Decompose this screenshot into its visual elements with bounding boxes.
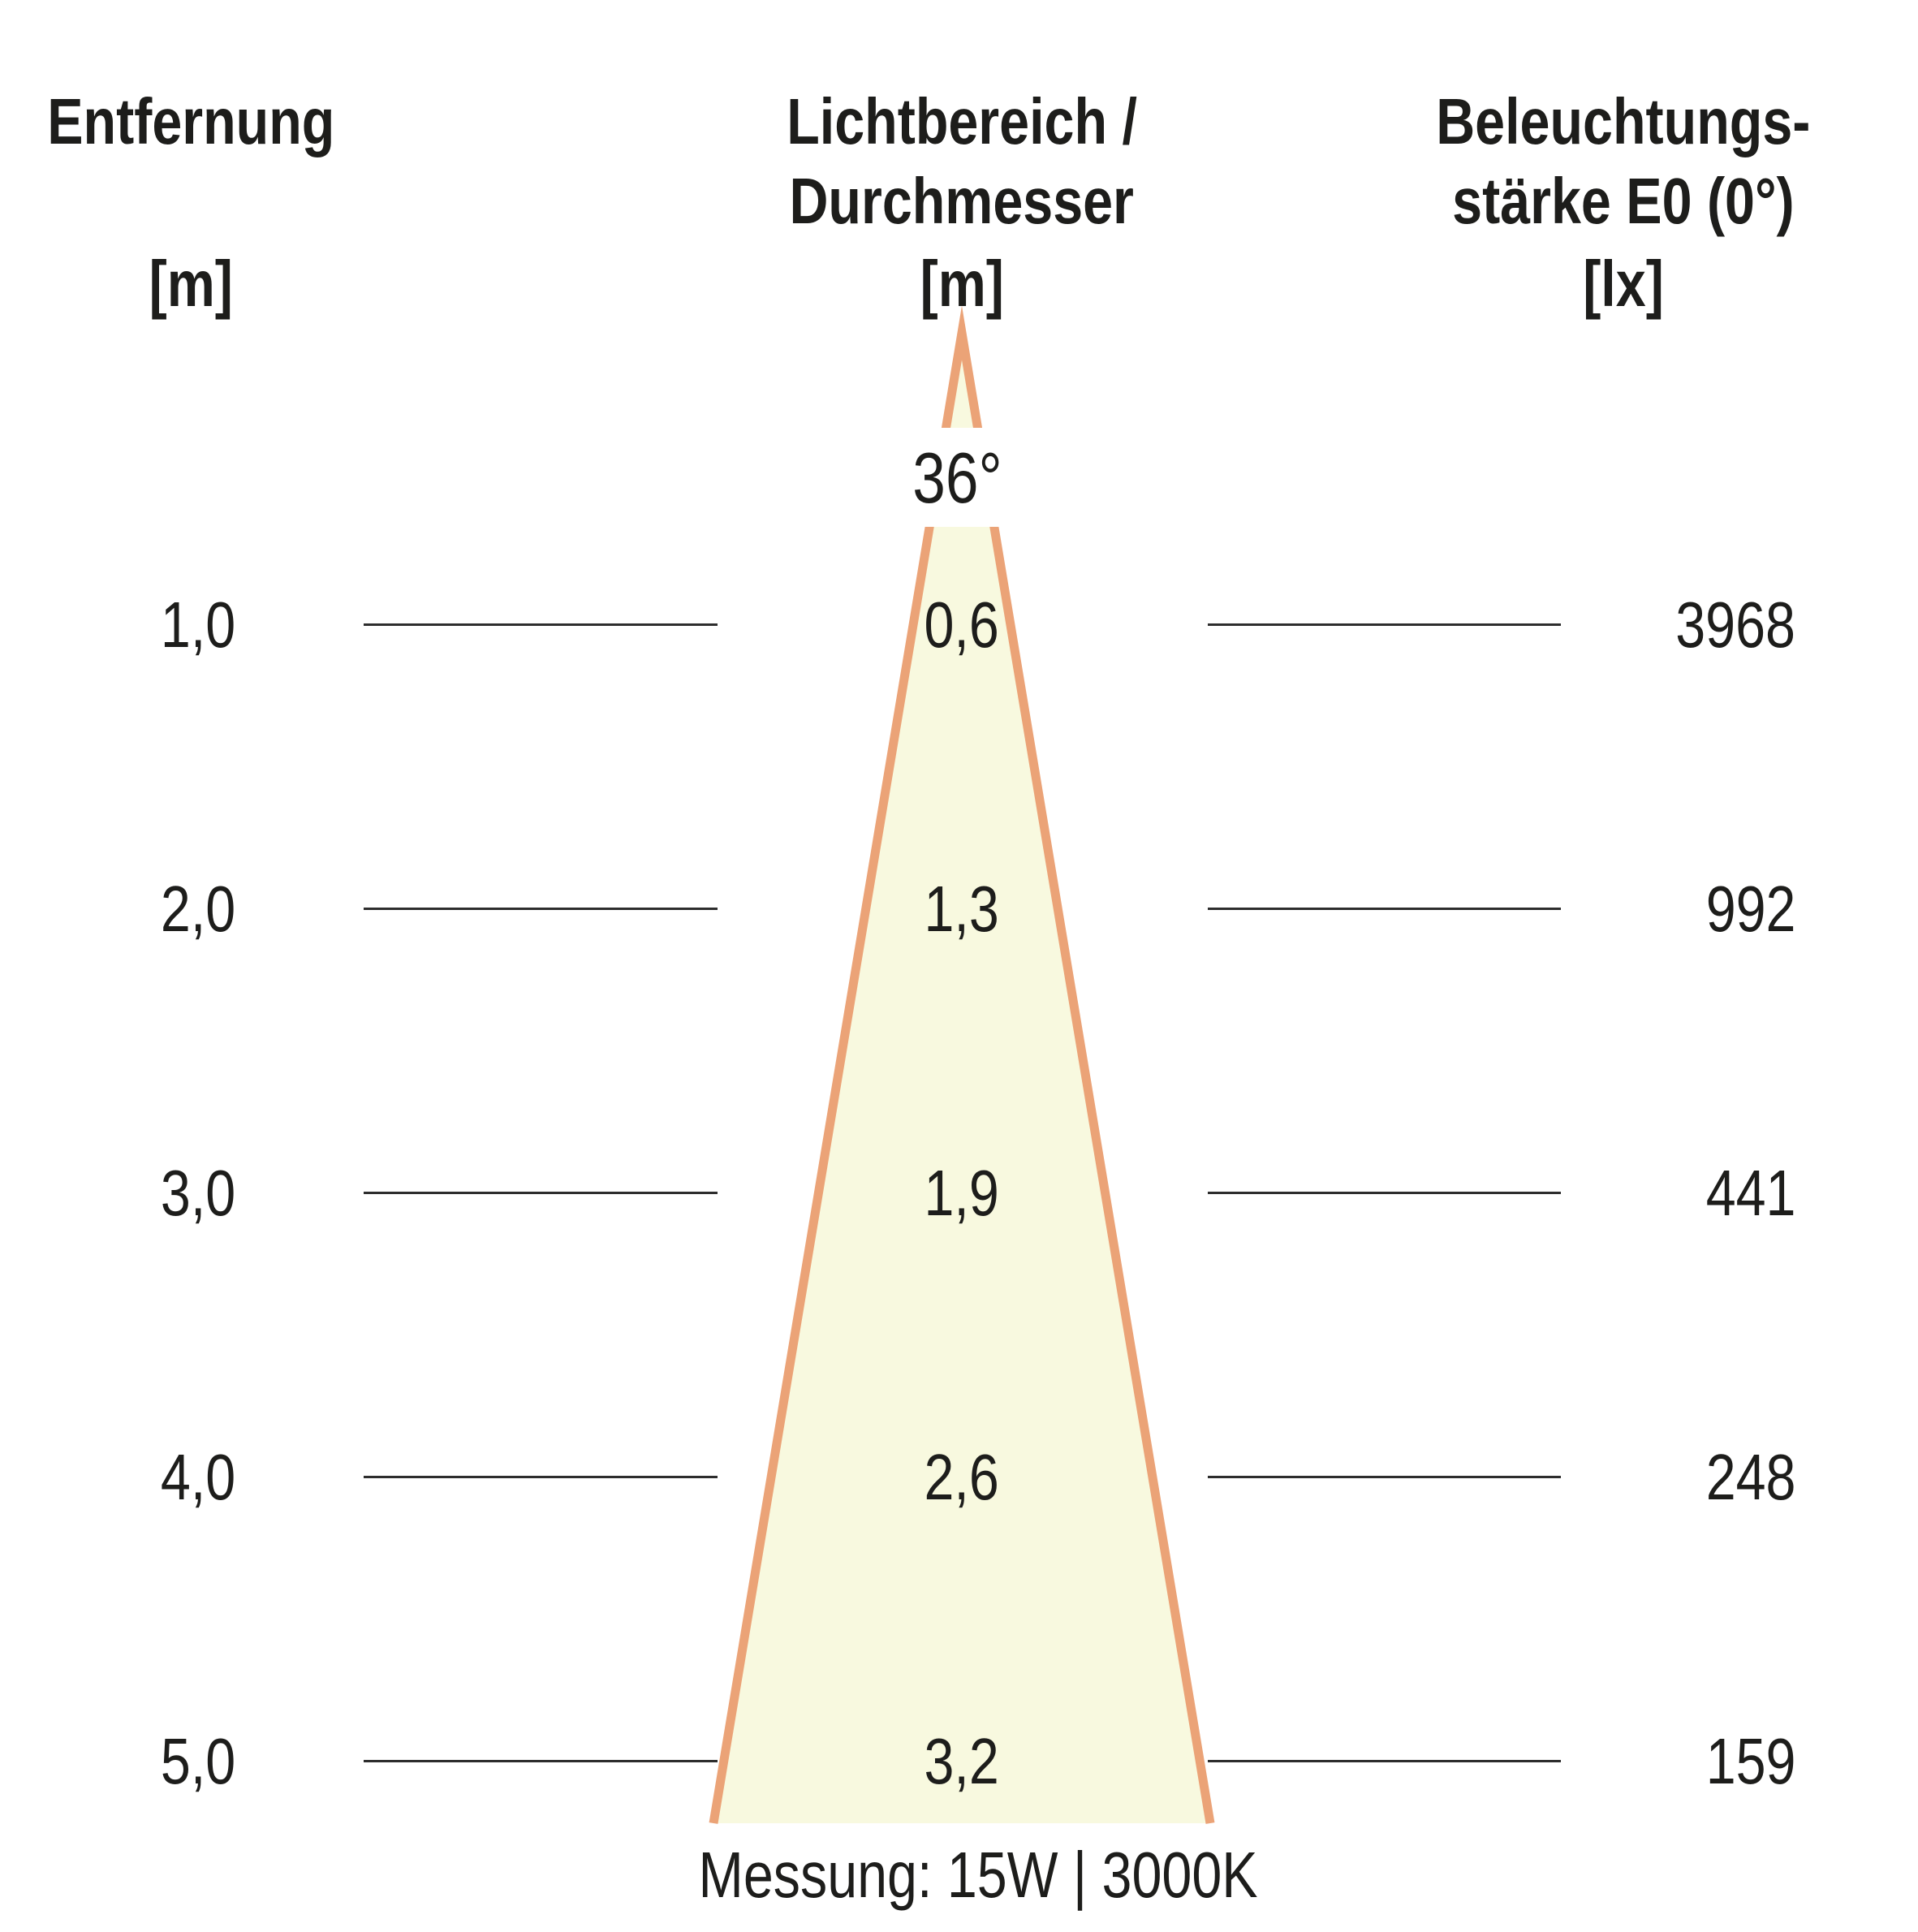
row-connector-line-left xyxy=(364,1760,718,1762)
diameter-value: 2,6 xyxy=(924,1441,1000,1513)
header-beam-title-line1-text: Lichtbereich / xyxy=(787,85,1137,157)
row-connector-line-right xyxy=(1208,1192,1561,1194)
table-row: 1,0 0,6 3968 xyxy=(0,560,1918,690)
illuminance-value: 3968 xyxy=(1675,589,1795,661)
illuminance-value: 159 xyxy=(1705,1725,1795,1797)
header-beam-title-line2-text: Durchmesser xyxy=(789,165,1135,237)
beam-angle-label-text: 36° xyxy=(912,438,1003,518)
header-illuminance-title-line2-text: stärke E0 (0°) xyxy=(1452,165,1795,237)
row-connector-line-left xyxy=(364,623,718,626)
row-connector-line-left xyxy=(364,1192,718,1194)
diameter-value: 3,2 xyxy=(924,1725,1000,1797)
distance-value: 1,0 xyxy=(160,589,235,661)
header-distance-title: Entfernung xyxy=(12,81,369,162)
row-connector-line-right xyxy=(1208,908,1561,910)
table-row: 4,0 2,6 248 xyxy=(0,1412,1918,1542)
row-connector-line-right xyxy=(1208,1760,1561,1762)
row-connector-line-left xyxy=(364,908,718,910)
measurement-note: Messung: 15W | 3000K xyxy=(572,1818,1384,1932)
header-beam-unit-text: [m] xyxy=(920,248,1004,320)
diameter-value: 0,6 xyxy=(924,589,1000,661)
beam-angle-label-backdrop xyxy=(877,428,1049,527)
distance-value: 2,0 xyxy=(160,873,235,945)
row-connector-line-right xyxy=(1208,623,1561,626)
header-distance-unit-text: [m] xyxy=(149,248,233,320)
row-connector-line-right xyxy=(1208,1476,1561,1478)
header-illuminance-title-line1: Beleuchtungs- xyxy=(1380,81,1867,162)
table-row: 3,0 1,9 441 xyxy=(0,1128,1918,1258)
distance-value: 3,0 xyxy=(160,1157,235,1229)
measurement-note-text: Messung: 15W | 3000K xyxy=(698,1839,1258,1911)
header-illuminance-unit-text: [lx] xyxy=(1583,248,1664,320)
table-row: 5,0 3,2 159 xyxy=(0,1697,1918,1826)
beam-angle-label: 36° xyxy=(836,429,1080,528)
row-connector-line-left xyxy=(364,1476,718,1478)
distance-value: 5,0 xyxy=(160,1725,235,1797)
illuminance-value: 248 xyxy=(1705,1441,1795,1513)
header-illuminance-title-line2: stärke E0 (0°) xyxy=(1380,161,1867,242)
diameter-value: 1,9 xyxy=(924,1157,1000,1229)
cone-edge-stroke xyxy=(709,305,1215,1824)
illuminance-value: 441 xyxy=(1705,1157,1795,1229)
diameter-value: 1,3 xyxy=(924,873,1000,945)
distance-value: 4,0 xyxy=(160,1441,235,1513)
header-beam-unit: [m] xyxy=(718,244,1205,325)
header-beam-title-line1: Lichtbereich / xyxy=(718,81,1205,162)
illuminance-value: 992 xyxy=(1705,873,1795,945)
cone-fill-shape xyxy=(713,333,1210,1823)
header-beam-title-line2: Durchmesser xyxy=(718,161,1205,242)
header-illuminance-title-line1-text: Beleuchtungs- xyxy=(1436,85,1811,157)
table-row: 2,0 1,3 992 xyxy=(0,844,1918,974)
header-distance-title-text: Entfernung xyxy=(46,85,335,157)
header-distance-unit: [m] xyxy=(12,244,369,325)
header-illuminance-unit: [lx] xyxy=(1380,244,1867,325)
